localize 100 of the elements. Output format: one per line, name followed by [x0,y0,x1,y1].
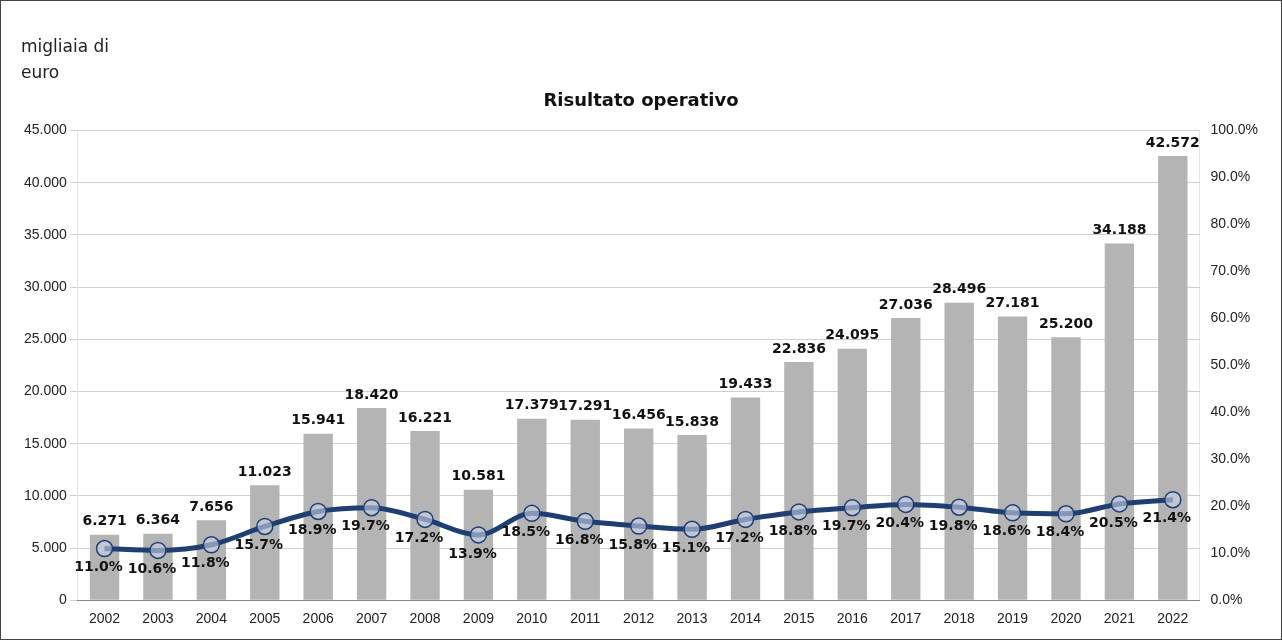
x-tick-label: 2014 [729,610,762,627]
data-label: 16.221 [398,408,453,425]
y2-tick-label: 90.0% [1210,168,1251,185]
y2-tick-label: 30.0% [1210,450,1251,467]
data-label: 20.5% [1089,513,1138,530]
data-label: 15.1% [661,538,711,555]
data-label: 15.941 [291,411,346,428]
point [469,526,488,544]
y2-tick-label: 50.0% [1210,356,1251,373]
y2-tick-label: 70.0% [1210,262,1251,279]
y2-tick-label: 20.0% [1210,497,1251,514]
data-label: 17.291 [558,397,613,414]
data-label: 18.6% [982,522,1031,539]
data-label: 17.2% [394,529,444,546]
y2-tick-label: 100.0% [1210,121,1258,138]
point [149,541,167,560]
data-label: 11.0% [74,558,123,575]
point [362,498,381,517]
x-tick-label: 2004 [195,610,228,627]
data-label: 6.271 [82,512,127,529]
y2-tick-label: 10.0% [1210,544,1251,561]
point [1057,505,1075,523]
data-label: 20.4% [875,514,925,531]
y-tick-label: 5.000 [31,538,68,555]
y-tick-label: 20.000 [23,382,68,399]
y2-tick-label: 40.0% [1210,403,1251,420]
point [1003,504,1022,522]
x-tick-label: 2008 [409,610,441,627]
y-tick-label: 15.000 [23,434,68,451]
x-tick-label: 2021 [1103,610,1136,627]
point [523,504,541,523]
y-tick-label: 35.000 [23,225,68,242]
data-label: 34.188 [1092,221,1147,238]
data-label: 17.2% [715,529,764,546]
x-tick-label: 2017 [890,610,922,627]
data-label: 19.7% [822,517,871,534]
data-label: 27.036 [878,295,933,312]
y2-tick-label: 60.0% [1210,309,1251,326]
y-tick-label: 25.000 [23,330,68,347]
point [95,539,114,558]
point [950,498,968,516]
x-tick-label: 2006 [302,610,334,627]
data-label: 16.8% [554,530,604,547]
data-label: 7.656 [189,497,234,514]
data-label: 22.836 [771,339,826,356]
x-tick-label: 2005 [249,610,281,627]
point [790,503,808,521]
data-label: 18.5% [501,522,551,539]
x-tick-label: 2002 [88,610,121,627]
point [629,517,648,535]
data-label: 19.7% [341,517,390,534]
x-tick-label: 2010 [516,610,548,627]
data-label: 17.379 [504,396,559,413]
point [202,536,221,554]
data-label: 19.433 [718,375,773,392]
point [1110,495,1129,513]
x-tick-label: 2019 [996,610,1029,627]
data-label: 18.8% [768,521,818,538]
x-tick-label: 2012 [623,610,655,627]
x-tick-label: 2003 [142,610,174,627]
data-label: 27.181 [985,294,1040,311]
point [843,498,862,517]
y2-tick-label: 80.0% [1210,215,1251,232]
data-label: 18.4% [1035,523,1085,540]
point [309,502,327,521]
x-tick-label: 2020 [1050,610,1082,627]
data-label: 19.8% [928,516,978,533]
data-label: 13.9% [448,544,497,561]
data-label: 10.6% [127,560,177,577]
data-label: 21.4% [1142,509,1192,526]
point [256,517,274,536]
data-label: 11.8% [181,554,230,571]
x-tick-label: 2013 [676,610,708,627]
point [576,512,595,531]
point [683,520,701,539]
point [1164,490,1182,509]
x-tick-label: 2007 [356,610,388,627]
data-label: 28.496 [932,280,987,297]
y-tick-label: 30.000 [23,277,68,294]
point [896,495,915,514]
x-tick-label: 2022 [1157,610,1189,627]
x-tick-label: 2011 [570,610,601,627]
data-label: 24.095 [825,326,880,343]
data-label: 15.8% [608,535,657,552]
point [416,510,434,529]
x-tick-label: 2018 [943,610,975,627]
x-tick-label: 2016 [836,610,869,627]
chart-title: Risultato operativo [543,89,739,111]
data-label: 15.7% [234,536,284,553]
y-tick-label: 10.000 [23,486,68,503]
y-axis-title: migliaia di euro [21,35,110,84]
data-label: 10.581 [451,467,506,484]
x-tick-label: 2009 [462,610,495,627]
data-label: 16.456 [611,406,666,423]
data-label: 25.200 [1038,314,1094,331]
data-label: 15.838 [665,412,720,429]
y-tick-label: 0 [59,591,68,608]
point [736,510,755,529]
data-label: 18.9% [287,521,337,538]
data-label: 6.364 [135,511,181,528]
